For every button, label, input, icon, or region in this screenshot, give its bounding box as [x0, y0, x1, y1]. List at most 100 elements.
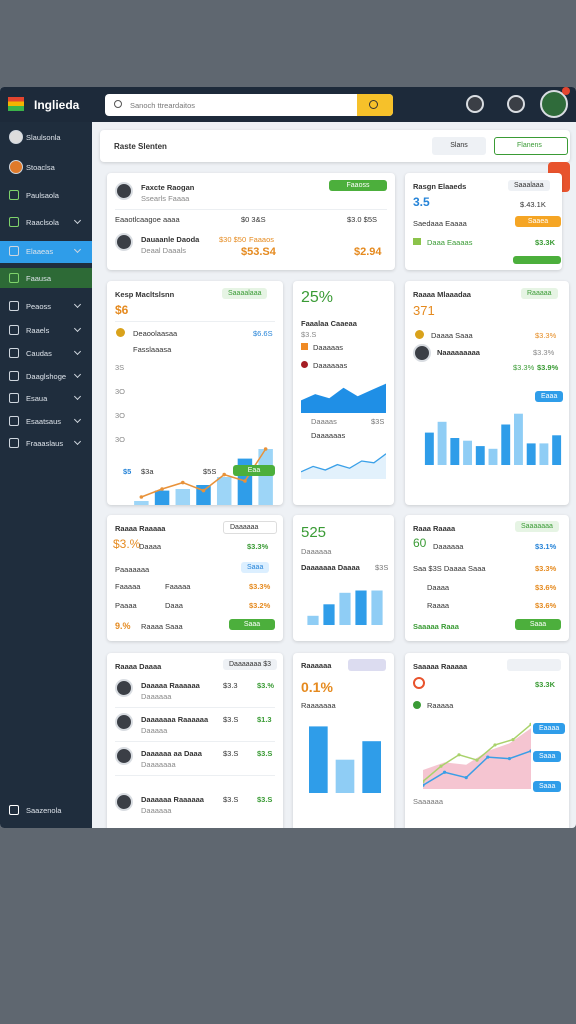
card-title: Raaaaaa	[301, 661, 332, 670]
search-icon	[114, 100, 122, 108]
label: Daaaas	[311, 417, 337, 426]
person-name: Dauaanle Daoda	[141, 235, 200, 244]
value: 25%	[301, 289, 334, 306]
row-label: Saa $3S Daaaa Saaa	[413, 564, 486, 573]
mini-chart	[307, 590, 383, 625]
avatar[interactable]	[466, 95, 484, 113]
avatar[interactable]	[507, 95, 525, 113]
select[interactable]: Daaaaaaa $3	[223, 659, 277, 670]
search-box[interactable]	[105, 94, 393, 116]
kpi-card: Kesp Macltslsnn Saaaalaaa $6 Deaoolaasaa…	[107, 281, 283, 505]
action-button[interactable]: Flanens	[494, 137, 568, 155]
sidebar-icon	[9, 273, 19, 283]
team-button[interactable]: Faaoss	[329, 180, 387, 191]
bar	[450, 438, 460, 465]
tag: Saaaaaaa	[515, 521, 559, 532]
trend-point	[243, 479, 247, 483]
sidebar-label: Paulsaola	[26, 191, 59, 200]
tag: Eaaaa	[533, 723, 566, 734]
toggle	[348, 659, 386, 671]
row-label: Fasslaaasa	[133, 345, 172, 354]
point	[511, 738, 515, 742]
sidebar-label: Esaatsaus	[26, 417, 62, 426]
filter-button[interactable]: Slans	[432, 137, 486, 155]
line	[423, 750, 531, 786]
user-avatar[interactable]	[540, 90, 568, 118]
chevron	[73, 324, 82, 333]
recent-card: Raaaa Daaaa Daaaaaaa $3 Daaaaa Raaaaaa Da…	[107, 653, 283, 828]
sidebar-item[interactable]: Slaulsonla	[0, 127, 92, 147]
item: Daaaaaas	[313, 361, 348, 370]
bar	[134, 501, 149, 505]
select[interactable]: Daaaaaa	[223, 521, 277, 534]
chip: Daaa	[165, 601, 183, 610]
chevron	[73, 347, 82, 356]
icon	[413, 701, 421, 709]
bar	[501, 424, 511, 465]
row-label: Naaaaaaaaa	[437, 348, 480, 357]
total: $2.94	[354, 246, 382, 258]
row-label: Deaoolaasaa	[133, 329, 178, 338]
card-title: Raaaa Daaaa	[115, 662, 162, 671]
mini-chart	[309, 726, 381, 793]
footer: Saaaaaa	[413, 797, 444, 806]
sidebar-item[interactable]: Daaglshoge	[0, 366, 92, 386]
footer-value: 9.%	[115, 621, 131, 631]
value: $3.%	[113, 537, 141, 551]
point	[464, 776, 468, 780]
row-amount: $3.6%	[535, 601, 557, 610]
point	[475, 758, 479, 762]
sidebar-label: Peaoss	[26, 302, 52, 311]
footer: Daaaaaas	[311, 431, 346, 440]
report-button[interactable]: Saaa	[229, 619, 275, 630]
select[interactable]	[507, 659, 561, 671]
card-title: Rasgn Elaaeds	[413, 182, 467, 191]
sidebar-item[interactable]: Peaoss	[0, 296, 92, 316]
sidebar-footer[interactable]: Saazenola	[0, 800, 92, 820]
label: Raaaaa	[427, 701, 454, 710]
sidebar-icon	[9, 301, 19, 311]
divider	[115, 707, 275, 708]
kpi-button[interactable]: Eaa	[233, 465, 275, 476]
amount: $3.S	[223, 795, 239, 804]
sidebar-item[interactable]: Paulsaola	[0, 185, 92, 205]
label: Daaaaaa	[301, 547, 332, 556]
count-card: 525 Daaaaaa Daaaaaaa Daaaa $3S	[293, 515, 394, 641]
sidebar-icon	[9, 348, 19, 358]
sidebar-item[interactable]: Faausa	[0, 268, 92, 288]
sidebar-item[interactable]: Stoaclsa	[0, 157, 92, 177]
card-title: Daaaaaaa Daaaa	[301, 563, 360, 572]
sidebar-label: Stoaclsa	[26, 163, 55, 172]
tag: Saaaalaaa	[222, 288, 268, 299]
total: $53.S4	[241, 246, 276, 258]
amount: $1.3	[257, 715, 272, 724]
sidebar-item[interactable]: Raaels	[0, 320, 92, 340]
sidebar-icon	[9, 190, 19, 200]
sidebar-item[interactable]: Fraaaslaus	[0, 433, 92, 453]
search-placeholder: Sanoch ttreardaitos	[130, 101, 196, 110]
sidebar-label: Fraaaslaus	[26, 439, 64, 448]
area-fill	[301, 453, 386, 479]
sidebar-item[interactable]: Caudas	[0, 343, 92, 363]
person-role: Ssearls Faaaa	[141, 194, 190, 203]
icon	[413, 677, 425, 689]
divider	[115, 209, 387, 210]
row-label: Daaa Eaaaas	[427, 238, 473, 247]
sidebar-item[interactable]: Esaua	[0, 388, 92, 408]
sidebar-item[interactable]: Raaclsola	[0, 212, 92, 232]
divider	[115, 775, 275, 776]
trend-point	[222, 472, 227, 477]
sidebar-item[interactable]: Elaaeas	[0, 241, 92, 263]
value: 0.1%	[301, 679, 333, 695]
search-button-icon	[369, 100, 378, 109]
point	[493, 743, 497, 747]
chip: Faaaaa	[165, 582, 191, 591]
logo	[8, 97, 24, 111]
chevron	[73, 216, 82, 225]
sales-button[interactable]: Saaa	[515, 619, 561, 630]
note: Eaaotlcaagoe aaaa	[115, 215, 180, 224]
sidebar-item[interactable]: Esaatsaus	[0, 411, 92, 431]
bar	[437, 421, 447, 465]
bar	[355, 590, 367, 625]
